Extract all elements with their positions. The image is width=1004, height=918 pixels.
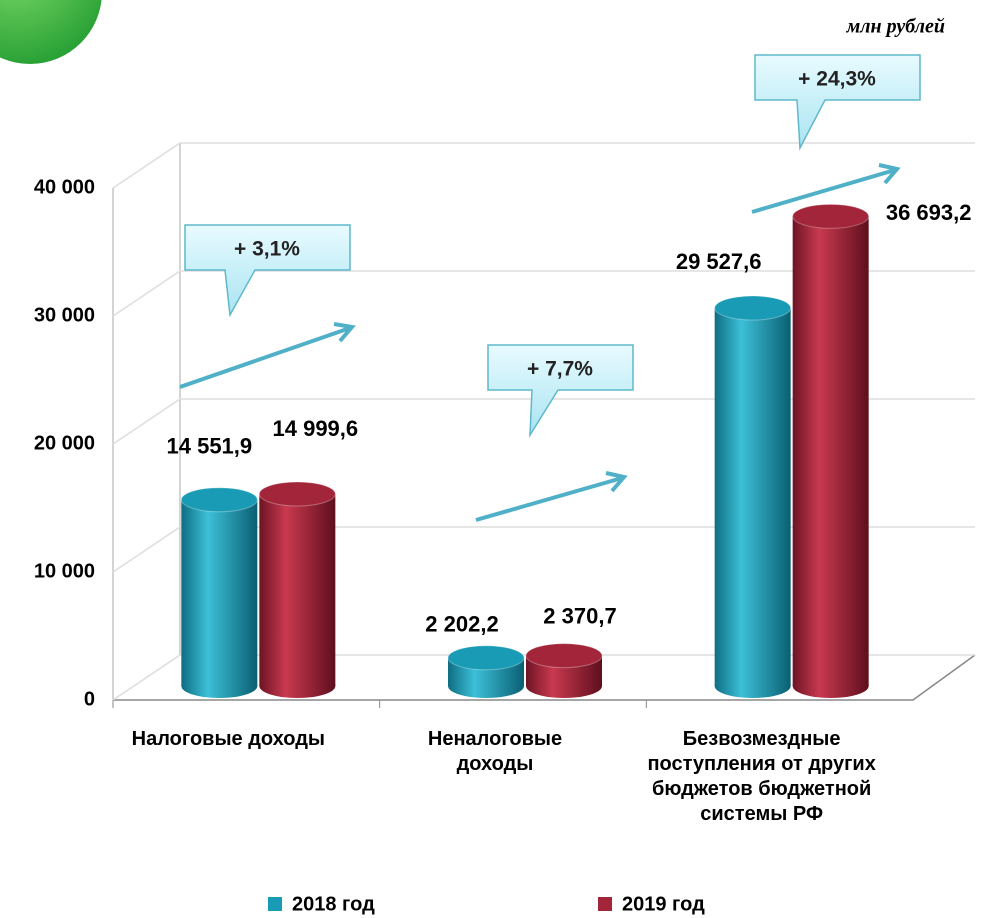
annotation: + 3,1%	[234, 238, 300, 261]
x-tick-label: Неналоговые доходы	[427, 728, 563, 775]
x-tick-label: Налоговые доходы	[131, 728, 325, 750]
value-label: 14 551,9	[167, 434, 253, 459]
bar-top	[792, 203, 870, 229]
decor-badge	[0, 0, 102, 64]
bar-top	[180, 487, 258, 513]
bar	[792, 216, 869, 687]
value-label: 14 999,6	[273, 416, 359, 441]
grid-line	[112, 526, 975, 573]
value-label: 29 527,6	[676, 249, 762, 274]
annotation: + 7,7%	[527, 358, 593, 381]
bar-top	[525, 643, 603, 669]
callout	[487, 344, 634, 438]
legend-label: 2019 год	[622, 893, 705, 915]
legend-swatch	[598, 897, 612, 911]
y-tick-label: 10 000	[34, 560, 95, 582]
y-tick-label: 40 000	[34, 176, 95, 198]
bar	[259, 494, 336, 686]
callout	[184, 224, 351, 318]
y-tick-label: 30 000	[34, 304, 95, 326]
bar-top	[714, 295, 792, 321]
callout	[754, 54, 921, 151]
grid-line	[112, 398, 975, 445]
bars: 14 551,9 14 999,6 2 202,2 2 370,7 29 527,6 36…	[167, 200, 972, 698]
value-label: 2 370,7	[543, 603, 616, 628]
callouts	[184, 54, 921, 438]
grid: 0 10 000 20 000 30 000 40 000	[34, 142, 976, 710]
y-tick-label: 20 000	[34, 432, 95, 454]
legend-label: 2018 год	[292, 893, 375, 915]
value-label: 2 202,2	[425, 612, 498, 637]
bar-top	[447, 645, 525, 671]
grid-line	[112, 654, 975, 701]
annotation: + 24,3%	[798, 68, 876, 91]
grid-line	[112, 270, 975, 317]
y-tick-label: 0	[84, 688, 95, 710]
trend-arrows	[179, 163, 901, 522]
grid-line	[112, 142, 975, 189]
unit-label: млн рублей	[846, 16, 945, 38]
value-label: 36 693,2	[886, 200, 972, 225]
legend-swatch	[268, 897, 282, 911]
bar	[714, 308, 791, 686]
x-tick-label: Безвозмездные поступления от других бюдж…	[647, 728, 876, 825]
bar-top	[258, 481, 336, 507]
bar	[181, 499, 258, 686]
